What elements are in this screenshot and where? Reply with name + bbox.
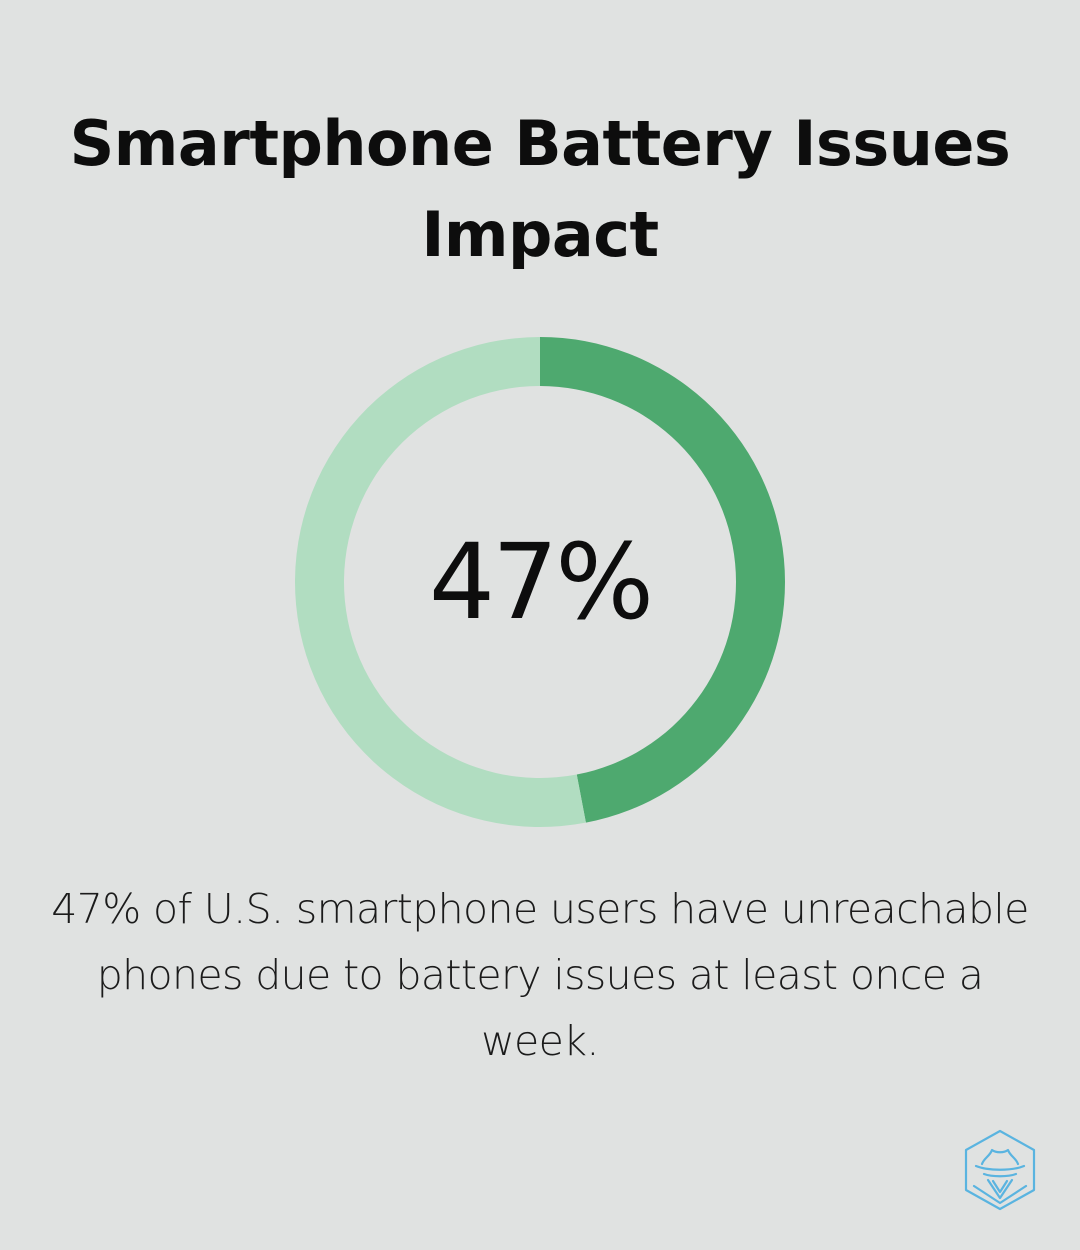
chart-caption: 47% of U.S. smartphone users have unreac… xyxy=(51,885,1029,1065)
center-percentage-label: 47% xyxy=(428,521,654,643)
donut-chart xyxy=(295,337,785,827)
donut-slice-remainder xyxy=(295,337,586,827)
chart-title: Smartphone Battery Issues Impact xyxy=(69,107,1011,271)
donut-slice-highlight xyxy=(540,337,785,823)
spy-hat-hexagon-icon xyxy=(964,1129,1036,1211)
donut-slices xyxy=(295,337,785,827)
